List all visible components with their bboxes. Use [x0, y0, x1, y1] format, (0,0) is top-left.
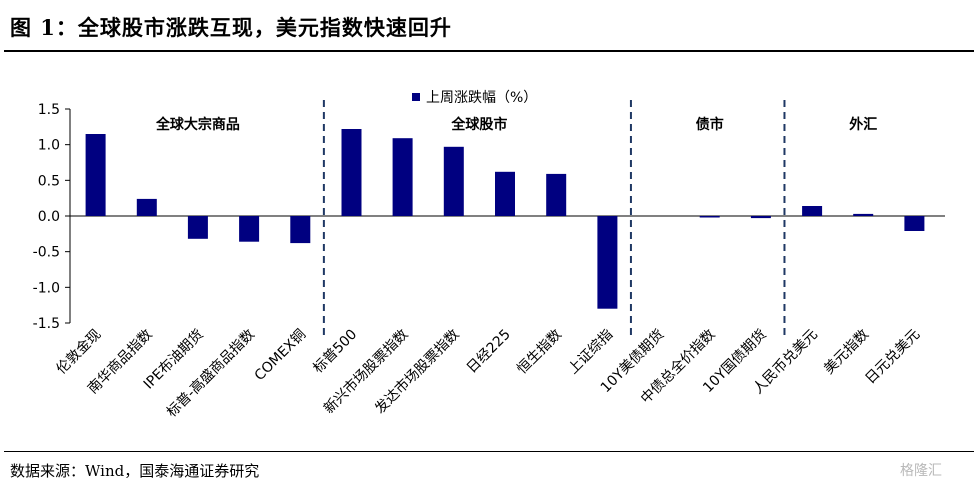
bar-6: [341, 129, 362, 216]
bar-5: [290, 216, 311, 244]
category-label: 发达市场股票指数: [371, 326, 462, 417]
category-label: 日经225: [464, 327, 514, 377]
legend-label: 上周涨跌幅（%）: [426, 90, 537, 106]
bar-4: [239, 216, 260, 242]
section-label: 全球大宗商品: [155, 116, 240, 133]
y-tick-label: 0.5: [38, 173, 60, 189]
title-bar: 图 1：全球股市涨跌互现，美元指数快速回升: [0, 0, 978, 52]
top-rule: [4, 50, 974, 52]
legend: 上周涨跌幅（%）: [412, 90, 537, 106]
category-label: 美元指数: [821, 327, 872, 378]
page-title: 图 1：全球股市涨跌互现，美元指数快速回升: [10, 15, 452, 40]
bar-17: [904, 216, 925, 231]
section-dividers: [322, 100, 786, 340]
y-tick-label: 1.5: [38, 102, 60, 118]
bar-1: [85, 134, 106, 216]
source-note: 数据来源：Wind，国泰海通证券研究: [10, 462, 260, 480]
category-label: 恒生指数: [514, 327, 565, 378]
y-axis: 1.5 1.0 0.5 0.0 -0.5 -1.0 -1.5: [33, 102, 945, 332]
bar-2: [136, 198, 157, 216]
bar-7: [392, 138, 413, 216]
bar-14: [750, 216, 771, 219]
section-label: 债市: [696, 116, 724, 133]
category-label: 日元兑美元: [862, 327, 923, 388]
bar-16: [853, 213, 874, 216]
category-label: COMEX铜: [252, 327, 309, 384]
bar-chart: 1.5 1.0 0.5 0.0 -0.5 -1.0 -1.5 伦敦金现南华商品指数IPE布油…: [33, 90, 945, 421]
y-tick-label: -0.5: [33, 245, 60, 261]
y-tick-label: -1.5: [33, 316, 60, 332]
bar-15: [802, 206, 823, 216]
y-tick-label: 0.0: [38, 209, 60, 225]
category-label: 上证综指: [565, 327, 616, 378]
category-label: 新兴市场股票指数: [320, 326, 411, 417]
category-label: 标普500: [310, 327, 360, 377]
bar-10: [546, 173, 567, 216]
bar-3: [187, 216, 208, 239]
bar-8: [443, 146, 464, 216]
y-tick-label: -1.0: [33, 280, 60, 296]
bar-9: [495, 171, 515, 216]
y-tick-label: 1.0: [38, 138, 60, 154]
bars: [85, 129, 925, 309]
bar-11: [597, 216, 618, 309]
bar-13: [699, 216, 720, 218]
section-label: 全球股市: [450, 116, 507, 133]
section-labels: 全球大宗商品 全球股市 债市 外汇: [155, 116, 877, 133]
watermark-logo: 格隆汇: [900, 463, 942, 479]
bottom-rule: [4, 451, 974, 452]
section-label: 外汇: [849, 116, 877, 133]
category-label: 标普-高盛商品指数: [163, 326, 258, 421]
category-label: 伦敦金现: [54, 327, 105, 378]
legend-swatch: [412, 93, 420, 101]
